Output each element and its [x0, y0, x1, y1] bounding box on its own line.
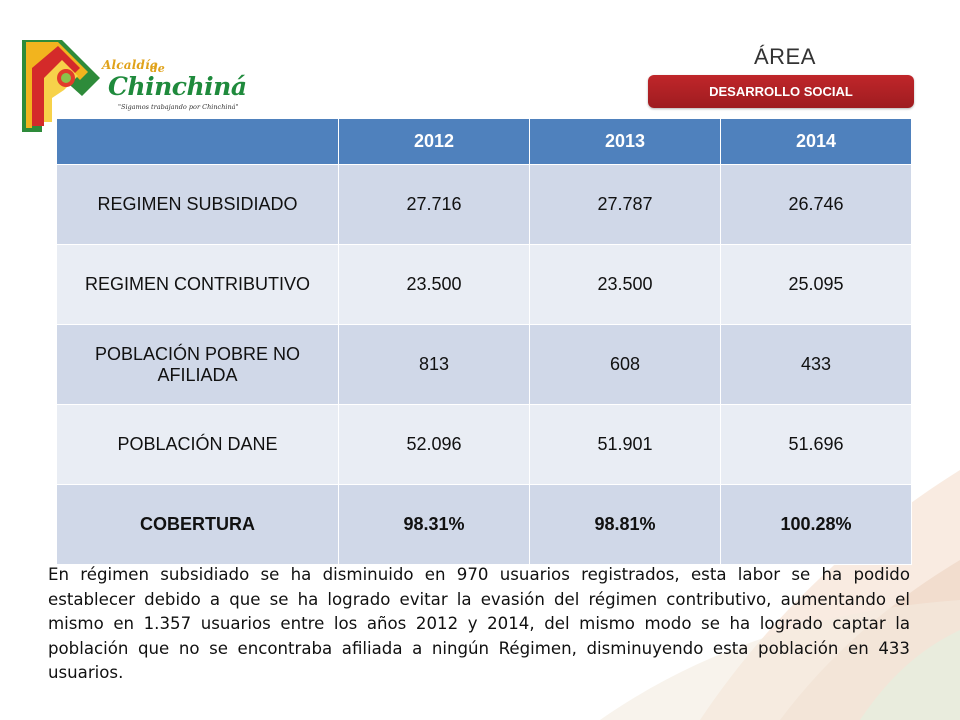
column-header-2012: 2012 — [338, 118, 530, 165]
logo-text-name: Chinchiná — [108, 72, 247, 101]
table-cell: 52.096 — [338, 404, 530, 485]
table-cell: 27.716 — [338, 164, 530, 245]
logo-text-alcaldia: Alcaldía — [102, 58, 158, 72]
row-label: POBLACIÓN DANE — [56, 404, 339, 485]
column-header-empty — [56, 118, 339, 165]
column-header-2013: 2013 — [529, 118, 721, 165]
table-cell: 98.81% — [529, 484, 721, 565]
row-label: COBERTURA — [56, 484, 339, 565]
table-row: REGIMEN SUBSIDIADO 27.716 27.787 26.746 — [56, 164, 912, 245]
table-row-total: COBERTURA 98.31% 98.81% 100.28% — [56, 484, 912, 565]
table-cell: 813 — [338, 324, 530, 405]
area-title: ÁREA — [754, 44, 816, 69]
table-cell: 433 — [720, 324, 912, 405]
table-cell: 98.31% — [338, 484, 530, 565]
table-row: REGIMEN CONTRIBUTIVO 23.500 23.500 25.09… — [56, 244, 912, 325]
table-cell: 23.500 — [338, 244, 530, 325]
table-cell: 608 — [529, 324, 721, 405]
table-cell: 27.787 — [529, 164, 721, 245]
table-cell: 23.500 — [529, 244, 721, 325]
logo-text-de: de — [150, 62, 165, 75]
row-label: REGIMEN CONTRIBUTIVO — [56, 244, 339, 325]
table-cell: 51.901 — [529, 404, 721, 485]
table-cell: 25.095 — [720, 244, 912, 325]
table-cell: 51.696 — [720, 404, 912, 485]
table-row: POBLACIÓN DANE 52.096 51.901 51.696 — [56, 404, 912, 485]
table-row: POBLACIÓN POBRE NO AFILIADA 813 608 433 — [56, 324, 912, 405]
table-cell: 100.28% — [720, 484, 912, 565]
row-label: POBLACIÓN POBRE NO AFILIADA — [56, 324, 339, 405]
table-cell: 26.746 — [720, 164, 912, 245]
area-badge: DESARROLLO SOCIAL — [648, 75, 914, 108]
summary-paragraph: En régimen subsidiado se ha disminuido e… — [48, 565, 910, 682]
table-header-row: 2012 2013 2014 — [56, 118, 912, 165]
row-label: REGIMEN SUBSIDIADO — [56, 164, 339, 245]
coverage-table: 2012 2013 2014 REGIMEN SUBSIDIADO 27.716… — [56, 118, 912, 565]
municipality-logo: Alcaldía de Chinchiná "Sigamos trabajand… — [22, 38, 247, 134]
logo-slogan: "Sigamos trabajando por Chinchiná" — [118, 103, 239, 111]
logo-emblem-icon — [22, 40, 100, 132]
column-header-2014: 2014 — [720, 118, 912, 165]
